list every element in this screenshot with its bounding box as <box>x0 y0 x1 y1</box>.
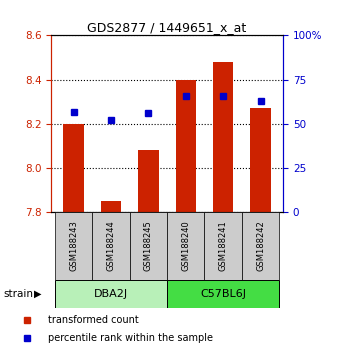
Bar <box>213 62 234 212</box>
Text: ▶: ▶ <box>34 289 42 299</box>
Text: GSM188245: GSM188245 <box>144 221 153 272</box>
Text: GSM188241: GSM188241 <box>219 221 228 272</box>
Bar <box>101 201 121 212</box>
Bar <box>242 212 279 280</box>
Text: C57BL6J: C57BL6J <box>200 289 246 299</box>
Text: GSM188244: GSM188244 <box>106 221 116 272</box>
Text: strain: strain <box>3 289 33 299</box>
Bar <box>63 124 84 212</box>
Text: transformed count: transformed count <box>48 315 139 325</box>
Text: GSM188240: GSM188240 <box>181 221 190 272</box>
Text: GSM188242: GSM188242 <box>256 221 265 272</box>
Bar <box>55 212 92 280</box>
Bar <box>167 280 279 308</box>
Bar <box>250 108 271 212</box>
Bar <box>176 80 196 212</box>
Bar <box>55 280 167 308</box>
Bar <box>130 212 167 280</box>
Bar <box>138 150 159 212</box>
Title: GDS2877 / 1449651_x_at: GDS2877 / 1449651_x_at <box>87 21 247 34</box>
Bar <box>92 212 130 280</box>
Bar <box>205 212 242 280</box>
Text: DBA2J: DBA2J <box>94 289 128 299</box>
Bar <box>167 212 205 280</box>
Text: percentile rank within the sample: percentile rank within the sample <box>48 333 213 343</box>
Text: GSM188243: GSM188243 <box>69 221 78 272</box>
